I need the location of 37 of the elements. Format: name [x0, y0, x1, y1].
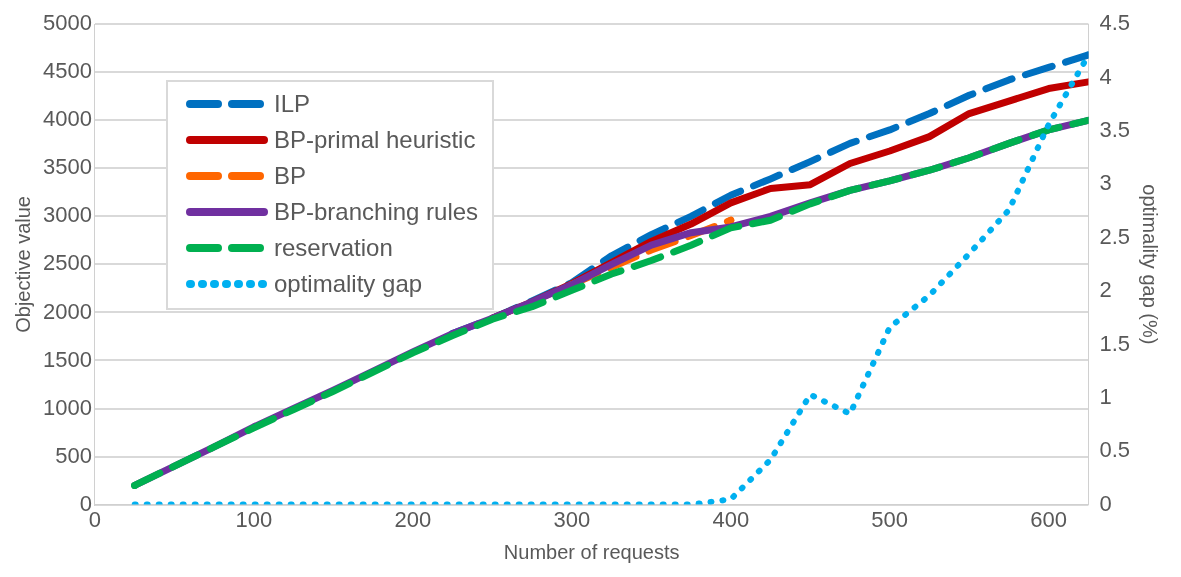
x-axis-title: Number of requests [503, 540, 680, 563]
legend-label: BP [274, 162, 307, 190]
x-tick-label: 400 [712, 506, 750, 532]
y-tick-label: 5000 [42, 10, 92, 36]
x-tick-label: 300 [553, 506, 591, 532]
y-tick-label: 500 [55, 442, 92, 468]
y2-tick-label: 4 [1099, 63, 1112, 89]
x-tick-label: 600 [1030, 506, 1068, 532]
point [131, 481, 139, 489]
y-axis-title: Objective value [11, 196, 34, 333]
y-tick-label: 3500 [42, 154, 92, 180]
y-tick-label: 1500 [42, 346, 92, 372]
y2-axis-title: optimality gap (%) [1139, 184, 1162, 345]
legend-label: reservation [274, 234, 393, 262]
y2-tick-label: 2.5 [1099, 223, 1131, 249]
y-tick-label: 4000 [42, 106, 92, 132]
y2-tick-label: 4.5 [1099, 10, 1131, 36]
legend-label: optimality gap [274, 270, 423, 298]
y2-tick-label: 3 [1099, 170, 1112, 196]
y2-tick-label: 0 [1099, 490, 1112, 516]
y-tick-label: 2000 [42, 298, 92, 324]
legend-label: BP-branching rules [274, 198, 479, 226]
y-tick-label: 3000 [42, 202, 92, 228]
x-tick-label: 200 [394, 506, 432, 532]
y2-tick-label: 3.5 [1099, 117, 1131, 143]
legend-label: BP-primal heuristic [274, 126, 476, 154]
y2-tick-label: 1 [1099, 383, 1112, 409]
y2-tick-label: 0.5 [1099, 437, 1131, 463]
x-tick-label: 100 [235, 506, 273, 532]
y-tick-label: 1000 [42, 394, 92, 420]
legend-label: ILP [274, 90, 311, 118]
y2-tick-label: 1.5 [1099, 330, 1131, 356]
y2-tick-label: 2 [1099, 277, 1112, 303]
point [727, 216, 735, 224]
x-tick-label: 500 [871, 506, 909, 532]
y-tick-label: 4500 [42, 58, 92, 84]
y-tick-label: 2500 [42, 250, 92, 276]
